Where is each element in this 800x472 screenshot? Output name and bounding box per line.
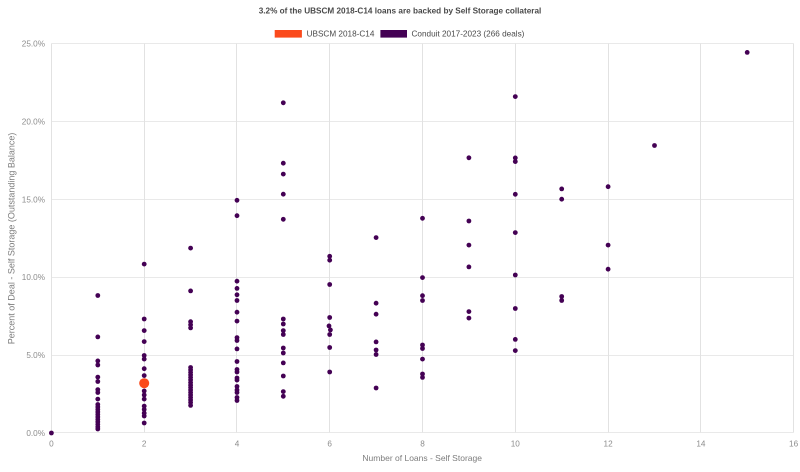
svg-text:6: 6 xyxy=(327,440,332,449)
svg-text:14: 14 xyxy=(696,440,706,449)
svg-text:3.2% of the UBSCM 2018-C14 loa: 3.2% of the UBSCM 2018-C14 loans are bac… xyxy=(259,7,542,16)
svg-text:0: 0 xyxy=(49,440,54,449)
svg-text:4: 4 xyxy=(235,440,240,449)
svg-text:20.0%: 20.0% xyxy=(22,117,45,126)
svg-text:0.0%: 0.0% xyxy=(26,429,45,438)
svg-text:25.0%: 25.0% xyxy=(22,40,45,49)
svg-text:2: 2 xyxy=(142,440,147,449)
svg-text:8: 8 xyxy=(420,440,425,449)
svg-text:15.0%: 15.0% xyxy=(22,195,45,204)
svg-text:Percent of Deal - Self Storage: Percent of Deal - Self Storage (Outstand… xyxy=(7,133,17,345)
svg-text:UBSCM 2018-C14: UBSCM 2018-C14 xyxy=(307,30,375,39)
svg-text:10: 10 xyxy=(511,440,521,449)
svg-text:Number of Loans - Self Storage: Number of Loans - Self Storage xyxy=(362,453,482,463)
svg-text:12: 12 xyxy=(604,440,614,449)
svg-text:16: 16 xyxy=(789,440,799,449)
svg-text:Conduit 2017-2023 (266 deals): Conduit 2017-2023 (266 deals) xyxy=(412,30,525,39)
svg-text:5.0%: 5.0% xyxy=(26,351,45,360)
svg-text:10.0%: 10.0% xyxy=(22,273,45,282)
